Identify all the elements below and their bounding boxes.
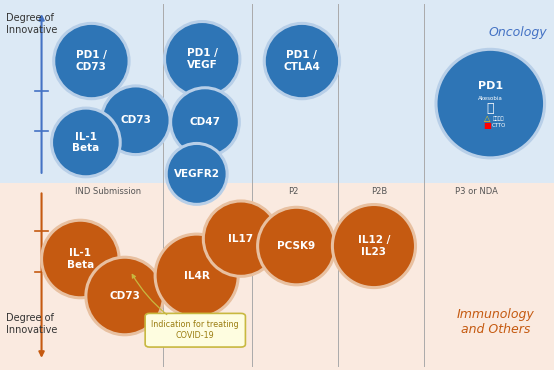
Text: Degree of
Innovative: Degree of Innovative [6,13,57,36]
Text: IL-1
Beta: IL-1 Beta [66,248,94,270]
Text: IL17: IL17 [228,233,254,244]
Ellipse shape [166,144,227,204]
Ellipse shape [203,201,279,276]
Text: PD1 /
VEGF: PD1 / VEGF [187,48,218,70]
Text: 🛡: 🛡 [486,101,494,115]
Text: PD1 /
CD73: PD1 / CD73 [76,50,107,72]
Text: IL12 /
IL23: IL12 / IL23 [358,235,390,257]
Text: △: △ [484,114,491,123]
Text: IL-1
Beta: IL-1 Beta [72,132,100,153]
Ellipse shape [155,234,238,317]
Ellipse shape [54,23,129,99]
Bar [0,183,554,370]
Ellipse shape [171,88,239,157]
Ellipse shape [52,108,120,177]
Text: CD73: CD73 [109,291,140,301]
Text: P3 or NDA: P3 or NDA [455,187,498,196]
Text: CD73: CD73 [120,115,151,125]
Text: IND Submission: IND Submission [75,187,141,196]
Ellipse shape [86,257,163,335]
Ellipse shape [165,21,240,97]
Text: P2: P2 [289,187,299,196]
Ellipse shape [264,23,340,99]
Text: PD1: PD1 [478,81,503,91]
Text: P2B: P2B [371,187,388,196]
Text: Indication for treating
COVID-19: Indication for treating COVID-19 [151,320,239,340]
Ellipse shape [101,86,170,155]
Text: Immunology
and Others: Immunology and Others [457,308,535,336]
Text: Akesobia: Akesobia [478,95,502,101]
Text: CTTO: CTTO [491,123,506,128]
Ellipse shape [332,205,416,287]
Ellipse shape [258,207,335,285]
Text: Oncology: Oncology [489,26,547,39]
Text: ■: ■ [484,121,491,130]
Text: Degree of
Innovative: Degree of Innovative [6,313,57,335]
Text: 中国生物: 中国生物 [493,116,504,121]
Text: IL4R: IL4R [184,270,209,281]
Text: P1: P1 [203,187,213,196]
Text: PD1 /
CTLA4: PD1 / CTLA4 [284,50,320,72]
Ellipse shape [42,220,119,298]
Text: VEGFR2: VEGFR2 [173,169,220,179]
Text: PCSK9: PCSK9 [278,241,315,251]
Bar [0,0,554,183]
Ellipse shape [436,49,545,158]
Text: CD47: CD47 [189,117,220,127]
FancyBboxPatch shape [145,313,245,347]
